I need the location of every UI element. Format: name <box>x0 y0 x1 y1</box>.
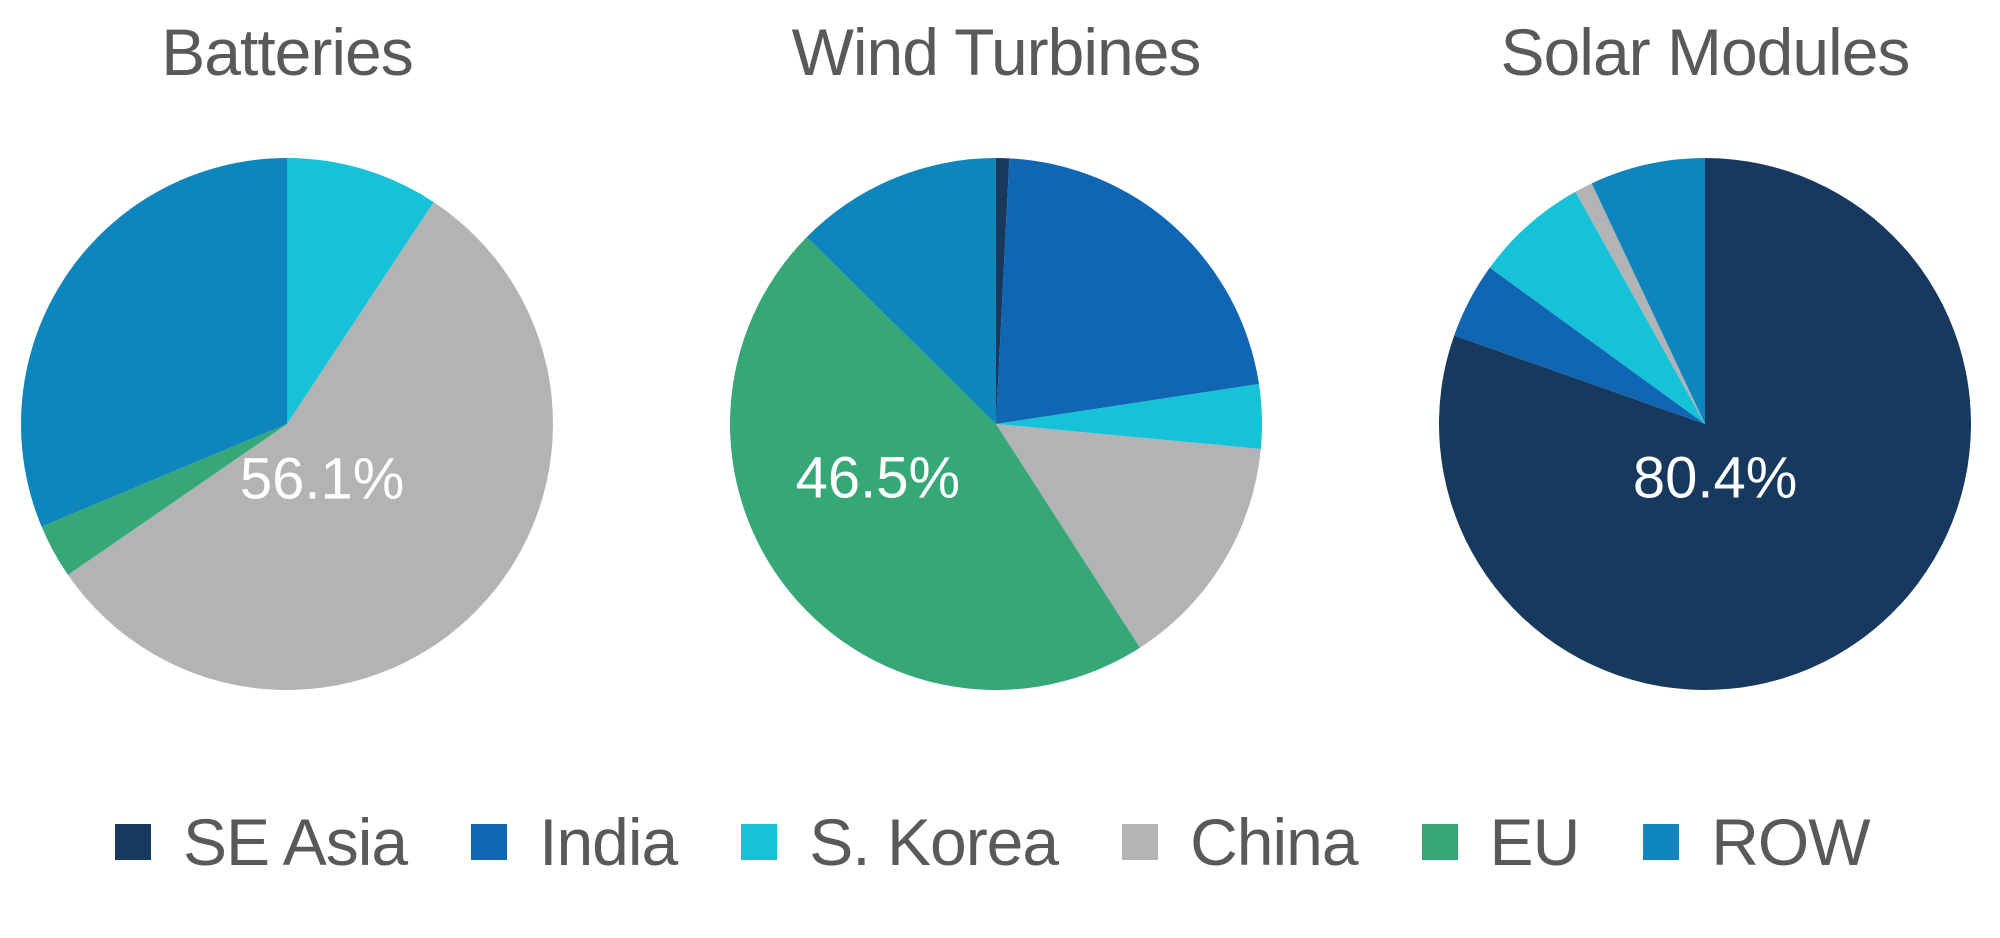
slice-value-label-wind-turbines: 46.5% <box>795 445 961 511</box>
legend-label-china: China <box>1190 805 1358 879</box>
chart-title-solar-modules: Solar Modules <box>1500 15 1911 89</box>
slice-value-label-batteries: 56.1% <box>239 446 405 512</box>
pie-chart-wind-turbines <box>730 158 1262 690</box>
legend-item-s-korea: S. Korea <box>741 805 1059 879</box>
pie-slice-s-korea <box>1489 191 1705 424</box>
pie-chart-batteries <box>21 158 553 690</box>
legend-swatch-row <box>1643 824 1680 860</box>
pie-slice-s-korea <box>996 384 1262 450</box>
pie-slice-eu <box>41 424 287 575</box>
legend-swatch-china <box>1122 824 1159 860</box>
legend-swatch-se-asia <box>115 824 151 860</box>
legend-swatch-india <box>471 824 508 860</box>
legend-label-row: ROW <box>1711 805 1870 879</box>
legend-swatch-s-korea <box>741 824 778 860</box>
legend-label-india: India <box>539 805 678 879</box>
legend-item-eu: EU <box>1421 805 1581 879</box>
pie-slice-india <box>996 158 1259 424</box>
legend: SE Asia India S. Korea China EU ROW <box>115 796 1871 888</box>
pie-slice-row <box>1591 158 1705 424</box>
pie-slice-row <box>21 158 287 527</box>
pie-slice-s-korea <box>287 158 434 424</box>
chart-title-wind-turbines: Wind Turbines <box>791 15 1202 89</box>
slice-value-label-solar-modules: 80.4% <box>1632 445 1798 511</box>
pie-slice-india <box>1454 267 1705 424</box>
pie-chart-solar-modules <box>1439 158 1971 690</box>
legend-label-s-korea: S. Korea <box>809 805 1059 879</box>
legend-label-se-asia: SE Asia <box>183 805 408 879</box>
pie-slice-china <box>67 202 553 690</box>
pie-solar-modules: 80.4% <box>1439 158 1971 690</box>
legend-item-se-asia: SE Asia <box>115 805 408 879</box>
legend-item-row: ROW <box>1643 805 1871 879</box>
pie-wind-turbines: 46.5% <box>730 158 1262 690</box>
chart-title-batteries: Batteries <box>161 15 413 89</box>
legend-swatch-eu <box>1421 824 1458 860</box>
chart-batteries: Batteries 56.1% <box>21 0 553 720</box>
pie-slice-eu <box>730 237 1140 690</box>
legend-label-eu: EU <box>1489 805 1581 879</box>
pie-slice-row <box>806 158 996 424</box>
chart-solar-modules: Solar Modules 80.4% <box>1439 0 1971 720</box>
chart-wind-turbines: Wind Turbines 46.5% <box>730 0 1262 720</box>
pie-batteries: 56.1% <box>21 158 553 690</box>
legend-item-india: India <box>471 805 678 879</box>
pie-slice-china <box>1575 183 1705 424</box>
pie-slice-china <box>996 424 1261 648</box>
pie-slice-se-asia <box>996 158 1010 424</box>
legend-item-china: China <box>1122 805 1359 879</box>
